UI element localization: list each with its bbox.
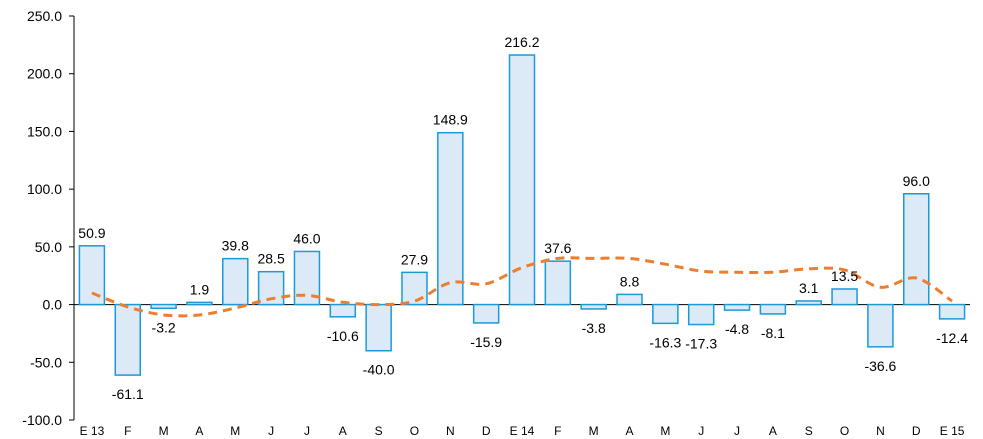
bar	[687, 303, 715, 326]
x-category-label: J	[734, 424, 740, 438]
bar-data-label: -61.1	[112, 386, 144, 402]
bar-data-label: -15.9	[470, 334, 502, 350]
bar-data-label: -17.3	[685, 336, 717, 352]
data-labels: 50.9 -61.1 -3.2 1.9 39.8 28.5 46.0 -10.6 -40.0 27…	[78, 34, 968, 402]
y-tick-label: -100.0	[22, 412, 62, 428]
bar-data-label: 148.9	[433, 112, 468, 128]
bar	[222, 257, 249, 306]
bar	[902, 193, 930, 306]
x-category-label: S	[805, 424, 813, 438]
x-category-label: O	[410, 424, 419, 438]
bar-data-label: -10.6	[327, 328, 359, 344]
x-category-label: F	[554, 424, 561, 438]
bar-data-label: -40.0	[363, 362, 395, 378]
x-category-label: F	[124, 424, 131, 438]
bar-data-label: 46.0	[293, 230, 320, 246]
bar-data-label: 37.6	[544, 240, 571, 256]
y-tick-label: 0.0	[43, 297, 63, 313]
bar	[78, 245, 106, 306]
bar-data-label: 50.9	[78, 225, 105, 241]
bar	[365, 303, 392, 352]
bar-data-label: 216.2	[504, 34, 539, 50]
bar	[186, 301, 213, 306]
bar-data-label: -4.8	[725, 321, 749, 337]
bar-data-label: 39.8	[222, 238, 249, 254]
x-category-label: M	[660, 424, 670, 438]
bar	[544, 260, 572, 306]
bar	[795, 300, 822, 306]
x-category-label: M	[159, 424, 169, 438]
y-tick-label: 250.0	[27, 8, 62, 24]
x-category-label: S	[375, 424, 383, 438]
bar-data-label: -36.6	[864, 358, 896, 374]
bar-data-label: 96.0	[903, 173, 930, 189]
bar-data-label: 3.1	[799, 280, 819, 296]
bar	[759, 303, 787, 315]
x-category-label: J	[268, 424, 274, 438]
bar-data-label: -16.3	[649, 334, 681, 350]
bar	[472, 303, 500, 324]
bar-data-label: 27.9	[401, 251, 428, 267]
bar	[401, 271, 428, 306]
bar-series	[78, 54, 966, 376]
x-category-label: D	[912, 424, 921, 438]
bar	[867, 303, 894, 348]
bar-data-label: -8.1	[761, 325, 785, 341]
bar-data-label: -3.2	[152, 319, 176, 335]
bar-data-label: 13.5	[831, 268, 858, 284]
bar	[652, 303, 679, 325]
x-category-label: E 13	[80, 424, 105, 438]
bar	[938, 303, 966, 320]
x-category-label: A	[769, 424, 777, 438]
x-category-label: J	[698, 424, 704, 438]
x-category-label: A	[626, 424, 634, 438]
x-category-label: M	[589, 424, 599, 438]
x-category-label: J	[304, 424, 310, 438]
y-tick-label: 150.0	[27, 123, 62, 139]
bar	[616, 293, 643, 306]
bar	[150, 303, 177, 310]
y-tick-label: 50.0	[35, 239, 62, 255]
bar	[293, 250, 321, 306]
y-tick-label: 100.0	[27, 181, 62, 197]
bar-data-label: 8.8	[620, 273, 640, 289]
y-axis-ticks: 250.0 200.0 150.0 100.0 50.0 0.0 -50.0 -100.0	[22, 8, 74, 428]
bar	[437, 131, 464, 306]
bar-data-label: -3.8	[582, 320, 606, 336]
x-category-label: E 15	[940, 424, 965, 438]
bar	[329, 303, 357, 318]
bar-data-label: 28.5	[257, 251, 284, 267]
y-tick-label: -50.0	[30, 354, 62, 370]
x-category-label: O	[840, 424, 849, 438]
bar-data-label: -12.4	[936, 330, 968, 346]
x-category-label: D	[482, 424, 491, 438]
bar	[723, 303, 751, 311]
x-category-label: A	[195, 424, 203, 438]
bar	[580, 303, 607, 310]
x-axis-category-labels: E 13 F M A M J J A S O N D E 14 F M A M J J A S O N D E 15	[80, 424, 965, 438]
x-category-label: N	[446, 424, 455, 438]
x-category-label: N	[876, 424, 885, 438]
x-category-label: M	[230, 424, 240, 438]
bar	[114, 303, 142, 376]
y-tick-label: 200.0	[27, 66, 62, 82]
x-category-label: A	[339, 424, 347, 438]
x-category-label: E 14	[510, 424, 535, 438]
bar	[508, 54, 536, 306]
bar-data-label: 1.9	[190, 281, 210, 297]
bar	[831, 288, 858, 306]
